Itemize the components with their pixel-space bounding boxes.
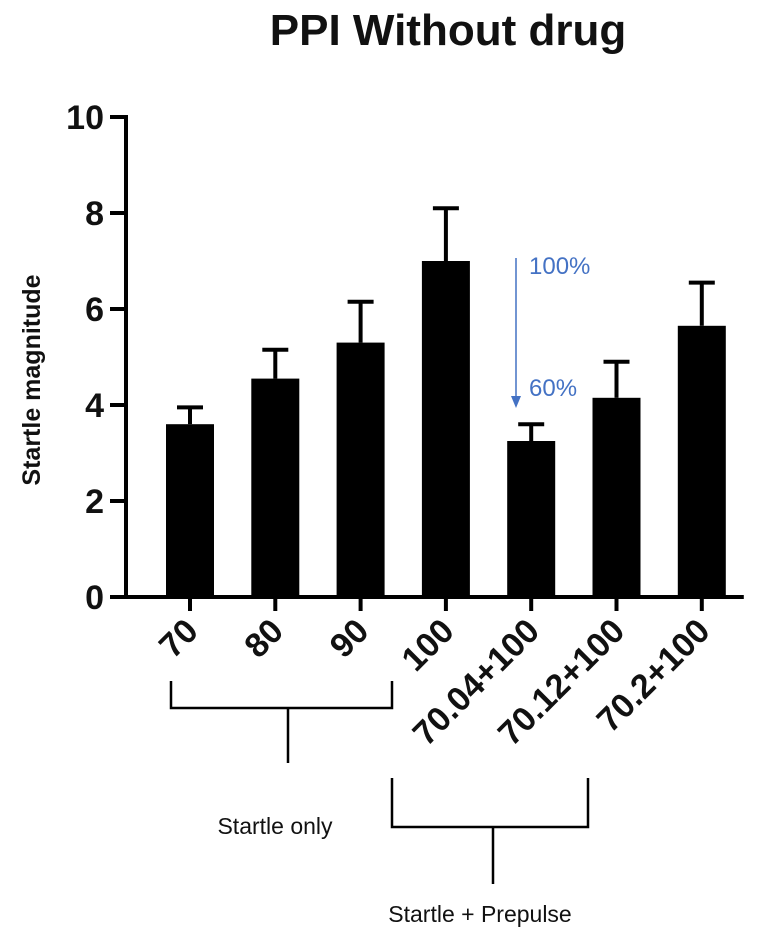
y-tick-label: 10 [66, 99, 104, 137]
y-tick-label: 4 [85, 387, 104, 425]
bar [592, 397, 641, 597]
x-tick-label: 70 [152, 612, 206, 666]
bar [336, 342, 385, 597]
bar [677, 325, 726, 597]
bar [251, 378, 300, 597]
y-tick-label: 2 [85, 483, 104, 521]
x-tick-label: 80 [237, 612, 291, 666]
annotation-top-label: 100% [529, 253, 590, 280]
x-tick-label: 100 [395, 612, 462, 679]
y-tick-label: 6 [85, 291, 104, 329]
bar [166, 424, 214, 597]
annotation-arrowhead [511, 396, 521, 408]
y-tick-label: 8 [85, 195, 104, 233]
y-tick-label: 0 [85, 579, 104, 617]
x-tick-label: 90 [323, 612, 377, 666]
y-axis-label: Startle magnitude [18, 274, 46, 485]
bar [507, 441, 556, 597]
bar [421, 261, 470, 597]
annotation-bottom-label: 60% [529, 375, 577, 402]
startle-only-group-bracket [169, 681, 394, 763]
chart-title: PPI Without drug [270, 6, 626, 55]
startle-prepulse-group-label: Startle + Prepulse [388, 901, 571, 927]
startle-prepulse-group-bracket [390, 778, 590, 884]
startle-only-group-label: Startle only [217, 813, 333, 839]
